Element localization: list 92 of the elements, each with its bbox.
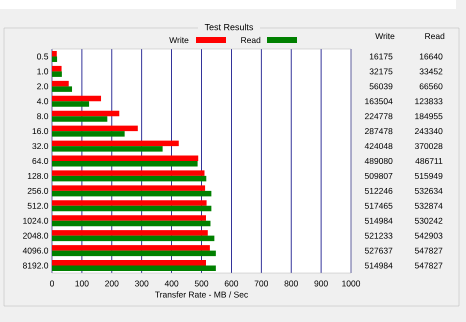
- text: 532874: [414, 202, 443, 209]
- x-tick-label: 100: [75, 280, 89, 286]
- bar: [52, 236, 214, 242]
- y-tick-label: 1.0: [37, 68, 48, 74]
- text: 424048: [364, 143, 392, 150]
- chart-title: Test Results: [204, 24, 254, 30]
- legend-label: Read: [241, 36, 260, 44]
- y-tick-label: 16.0: [32, 128, 48, 134]
- bar: [52, 266, 216, 272]
- text: 489080: [364, 158, 392, 164]
- bar: [52, 131, 125, 137]
- bar: [52, 170, 204, 176]
- text: 532634: [414, 188, 443, 194]
- bar: [52, 126, 138, 132]
- bar: [52, 185, 206, 191]
- x-tick-label: 400: [164, 280, 178, 286]
- bar: [52, 86, 72, 92]
- text: 527637: [364, 248, 392, 254]
- bar: [52, 110, 120, 116]
- bar: [52, 220, 210, 226]
- y-tick-label: 2.0: [37, 83, 48, 90]
- text: 163504: [365, 98, 393, 104]
- text: 123833: [415, 98, 442, 104]
- y-tick-label: 128.0: [28, 172, 48, 179]
- bar: [52, 161, 198, 166]
- y-tick-label: 256.0: [28, 188, 48, 194]
- bar: [52, 230, 208, 236]
- bar: [52, 71, 62, 77]
- text: 370028: [414, 143, 442, 150]
- bar: [52, 215, 206, 221]
- text: Read: [425, 32, 444, 40]
- x-tick-label: 1000: [342, 280, 360, 286]
- text: 32175: [370, 68, 392, 74]
- text: 530242: [414, 218, 442, 224]
- text: 287478: [364, 128, 392, 134]
- bar: [52, 50, 57, 56]
- text: 509807: [364, 172, 392, 179]
- bar: [52, 66, 62, 72]
- x-tick-label: 900: [314, 280, 328, 286]
- bar: [52, 206, 212, 212]
- bar: [52, 96, 102, 102]
- bar: [52, 250, 216, 256]
- bar: [52, 190, 212, 196]
- y-tick-label: 1024.0: [23, 218, 48, 224]
- text: 521233: [364, 232, 392, 239]
- legend-label: Write: [169, 36, 188, 44]
- x-axis-title: Transfer Rate - MB / Sec: [155, 291, 248, 298]
- x-tick-label: 800: [284, 280, 298, 286]
- text: 16175: [370, 53, 392, 60]
- bar: [52, 260, 206, 266]
- bar: [52, 80, 69, 86]
- y-tick-label: 2048.0: [23, 232, 48, 239]
- y-tick-label: 8.0: [37, 113, 48, 120]
- text: 512246: [364, 188, 392, 194]
- bar: [52, 116, 108, 122]
- text: 224778: [364, 113, 392, 120]
- text: 486711: [415, 158, 442, 164]
- bar: [52, 146, 163, 152]
- x-tick-label: 500: [194, 280, 208, 286]
- bar: [52, 200, 207, 206]
- text: 66560: [420, 83, 442, 90]
- bar: [52, 156, 198, 161]
- text: 517465: [364, 202, 392, 209]
- y-tick-label: 64.0: [32, 158, 48, 164]
- text: 547827: [414, 262, 442, 269]
- y-tick-label: 8192.0: [22, 262, 48, 269]
- text: 542903: [414, 232, 442, 239]
- text: 243340: [414, 128, 442, 134]
- y-tick-label: 0.5: [37, 53, 48, 60]
- text: 515949: [414, 172, 442, 179]
- y-tick-label: 32.0: [32, 143, 48, 150]
- bar: [52, 245, 210, 251]
- x-tick-label: 0: [50, 280, 54, 286]
- y-tick-label: 512.0: [28, 202, 48, 209]
- y-tick-label: 4.0: [36, 98, 48, 104]
- x-tick-label: 300: [134, 280, 148, 286]
- text: 514984: [364, 262, 393, 269]
- bar: [52, 176, 206, 182]
- text: 547827: [414, 248, 442, 254]
- bar: [52, 140, 179, 146]
- y-tick-label: 4096.0: [22, 248, 48, 254]
- text: 56039: [370, 83, 392, 90]
- text: 514984: [364, 218, 393, 224]
- x-tick-label: 600: [224, 280, 238, 286]
- bar: [52, 56, 58, 62]
- x-tick-label: 700: [254, 280, 268, 286]
- text: 16640: [420, 53, 442, 60]
- text: 33452: [420, 68, 442, 74]
- bar: [52, 101, 90, 107]
- x-tick-label: 200: [105, 280, 119, 286]
- text: 184955: [415, 113, 442, 120]
- text: Write: [375, 32, 394, 40]
